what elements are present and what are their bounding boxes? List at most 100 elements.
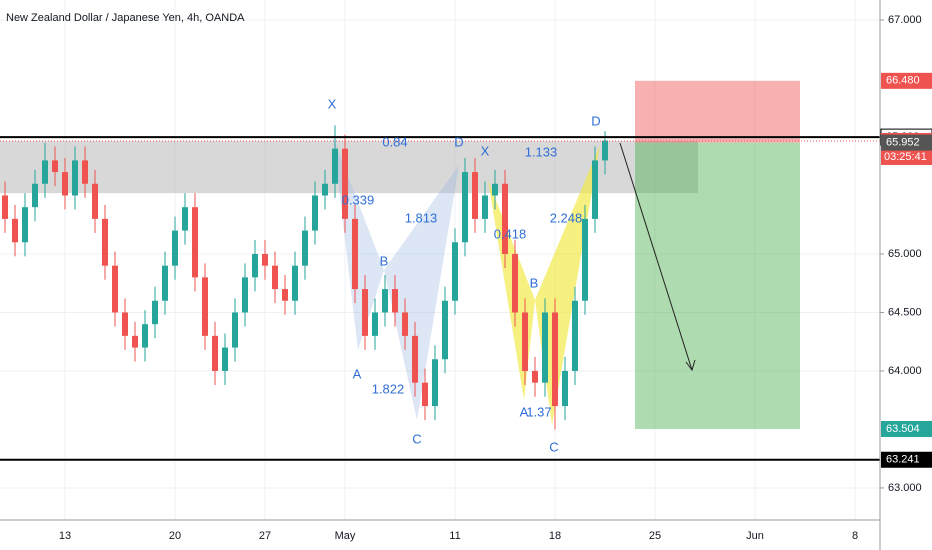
candle-body [182,207,188,231]
candle-body [512,253,518,313]
pattern-shape [535,145,600,425]
candle-body [152,300,158,325]
annotation: 0.84 [382,134,407,149]
candle-body [102,218,108,266]
y-tick-label: 65.000 [888,248,922,260]
candle-body [342,148,348,219]
price-label-bg [881,420,932,437]
candle-body [122,312,128,336]
candle-body [532,370,538,383]
x-tick-label: Jun [746,530,764,542]
annotation: 0.418 [494,226,527,241]
price-label: 63.241 [886,454,920,466]
annotation: 1.813 [405,210,438,225]
x-tick-label: 11 [449,530,460,542]
annotation: 1.133 [525,144,558,159]
arrow-head [685,359,696,372]
chart-title: New Zealand Dollar / Japanese Yen, 4h, O… [6,12,245,24]
candle-body [242,277,248,313]
candle-body [192,207,198,278]
candle-body [412,335,418,383]
candle-body [312,195,318,231]
candle-body [132,335,138,348]
target-box [635,142,800,429]
candle-body [522,312,528,371]
x-tick-label: 20 [169,530,181,542]
candle-body [52,160,58,173]
x-tick-label: 25 [649,530,661,542]
candle-body [222,347,228,371]
annotation: D [591,113,600,128]
arrow [619,142,693,371]
candle-body [372,312,378,336]
price-label: 65.952 [886,137,920,149]
candle-body [352,218,358,290]
pattern-shape [384,165,459,420]
annotation: D [454,134,463,149]
x-tick-label: 13 [59,530,71,542]
price-label: 63.504 [886,423,920,435]
countdown: 03:25:41 [884,151,927,163]
price-label-bg [881,72,932,89]
annotation: X [481,143,490,158]
candle-body [552,312,558,407]
x-tick-label: 8 [852,530,858,542]
candle-body [402,312,408,336]
candle-body [262,253,268,266]
price-label-bg [881,451,932,468]
candle-body [392,289,398,313]
candle-body [362,289,368,336]
annotation: A [353,366,362,381]
candle-body [442,300,448,360]
candle-body [272,265,278,290]
candle-body [292,265,298,301]
y-tick-label: 64.000 [888,365,922,377]
candle-body [572,300,578,371]
candle-body [492,183,498,196]
y-tick-label: 63.000 [888,482,922,494]
candle-body [32,183,38,208]
candle-body [592,160,598,219]
candle-body [452,242,458,301]
annotation: B [530,275,539,290]
annotation: 1.37 [526,404,551,419]
candle-body [332,148,338,184]
candle-body [542,312,548,383]
annotation: 1.822 [372,381,405,396]
candle-body [282,289,288,301]
annotation: X [328,96,337,111]
x-tick-label: 18 [549,530,561,542]
x-tick-label: 27 [259,530,271,542]
price-label: 66.480 [886,75,920,87]
candle-body [422,382,428,407]
annotation: B [380,253,389,268]
candle-body [432,359,438,407]
candle-body [2,195,8,219]
candle-body [602,140,608,161]
candle-body [92,183,98,219]
annotation: 2.248 [550,210,583,225]
candle-body [382,289,388,313]
candle-body [212,335,218,371]
candle-body [12,218,18,243]
candle-body [302,230,308,266]
candle-body [502,183,508,254]
candle-body [232,312,238,348]
candle-body [472,172,478,219]
candle-body [62,172,68,196]
candle-body [82,160,88,184]
annotation: 0.339 [342,192,375,207]
candle-body [462,172,468,243]
candle-body [562,370,568,407]
candle-body [582,218,588,301]
candle-body [142,324,148,348]
y-tick-label: 64.500 [888,306,922,318]
candle-body [322,183,328,196]
annotation: A [520,404,529,419]
candle-body [22,207,28,243]
annotation: C [549,439,558,454]
stop-box [635,80,800,143]
price-label-bg [881,134,932,151]
candle-body [72,160,78,196]
